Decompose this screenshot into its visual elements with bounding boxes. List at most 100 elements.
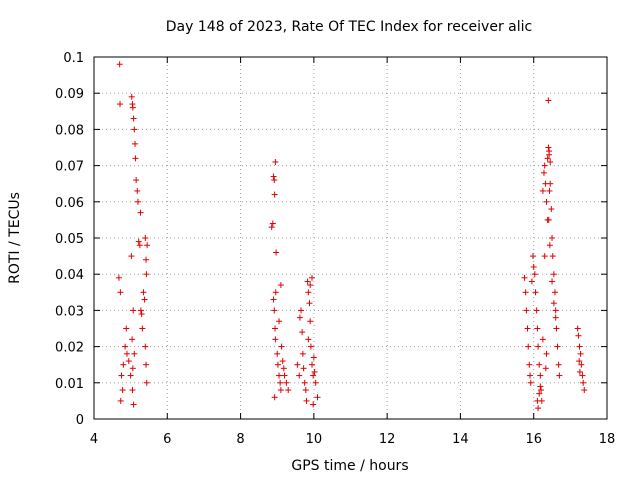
data-point [130,401,137,408]
y-tick-label: 0.1 [63,51,84,66]
data-point [537,383,544,390]
data-point [550,300,557,307]
data-point [301,379,308,386]
x-tick-label: 18 [599,432,616,447]
data-point [268,224,275,231]
data-point [118,372,125,379]
axis-ticks [93,56,608,420]
data-point [312,379,319,386]
data-point [128,253,135,260]
data-point [542,365,549,372]
data-point [272,158,279,165]
data-point [123,325,130,332]
data-point [307,343,314,350]
data-point [272,289,279,296]
data-point [144,242,151,249]
data-point [574,325,581,332]
x-tick-label: 6 [163,432,171,447]
data-point [547,180,554,187]
data-point [299,329,306,336]
data-point [546,187,553,194]
data-point [549,253,556,260]
data-point [529,253,536,260]
data-point [135,238,142,245]
data-point [549,278,556,285]
data-point [304,278,311,285]
data-point [279,358,286,365]
x-tick-label: 8 [236,432,244,447]
data-point [302,387,309,394]
data-point [543,198,550,205]
y-tick-label: 0.01 [55,377,84,392]
y-tick-label: 0.02 [55,341,84,356]
data-point [546,148,553,155]
data-point [556,372,563,379]
y-tick-label: 0.05 [55,232,84,247]
data-point [285,387,292,394]
data-point [269,220,276,227]
data-point [527,379,534,386]
data-point [134,187,141,194]
data-point [117,397,124,404]
data-point [271,177,278,184]
data-point [545,144,552,151]
data-point [276,318,283,325]
data-point [142,235,149,241]
data-point [270,173,277,180]
data-point [537,372,544,379]
data-point [536,390,543,397]
y-tick-labels: 0 0.01 0.02 0.03 0.04 0.05 0.06 0.07 0.08 0.09 0.1 [55,51,84,428]
data-point [545,216,552,223]
data-point [530,263,537,270]
data-point [271,191,278,198]
chart-title: Day 148 of 2023, Rate Of TEC Index for r… [166,19,532,35]
data-point [127,372,134,379]
data-point [524,325,531,332]
data-point [270,296,277,303]
data-point [129,104,136,111]
data-point [134,198,141,205]
data-point [545,97,552,104]
data-point [130,115,137,122]
data-point [550,271,557,278]
data-point [119,387,126,394]
data-point [117,289,124,296]
data-point [309,361,316,368]
data-point [544,155,551,162]
data-point [123,350,130,357]
data-point [577,350,584,357]
data-point [581,387,588,394]
data-point [137,307,144,314]
data-point [305,289,312,296]
data-point [277,379,284,386]
data-point [314,394,321,401]
data-point [548,206,555,213]
data-point [128,93,135,100]
data-point [143,256,150,263]
data-point [133,177,140,184]
data-point [278,343,285,350]
data-point [541,253,548,260]
data-point [533,307,540,314]
x-axis-title: GPS time / hours [291,458,408,474]
data-point [525,343,532,350]
data-point [527,372,534,379]
data-point [131,126,138,133]
data-point [310,401,317,408]
data-point [143,361,150,368]
data-point [129,387,136,394]
data-point [132,155,139,162]
x-tick-label: 14 [452,432,469,447]
data-point [296,372,303,379]
data-point [534,397,541,404]
y-tick-label: 0.06 [55,196,84,211]
data-point [310,372,317,379]
x-tick-labels: 4 6 8 10 12 14 16 18 [90,432,615,447]
data-point [271,307,278,314]
data-point [311,368,318,375]
data-point [306,300,313,307]
data-point [523,307,530,314]
data-point [273,249,280,256]
data-point [140,289,147,296]
